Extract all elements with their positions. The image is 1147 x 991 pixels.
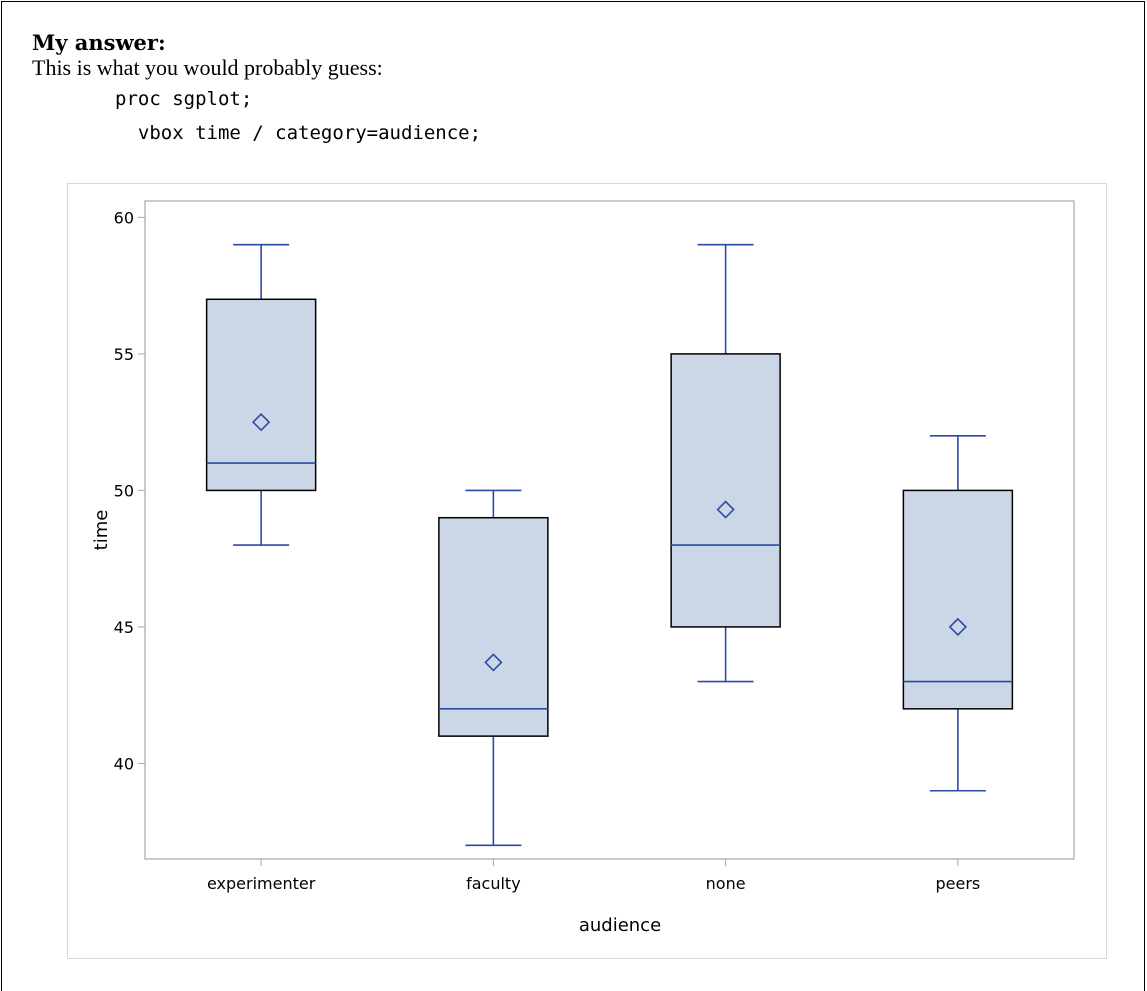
y-tick-label: 55	[114, 345, 134, 364]
iqr-box	[438, 516, 549, 737]
answer-heading: My answer:	[32, 30, 166, 55]
mean-marker	[484, 653, 503, 672]
box-faculty	[438, 489, 549, 847]
iqr-box	[670, 353, 781, 628]
box-none	[670, 243, 781, 683]
x-tick-label: none	[706, 874, 746, 893]
mean-marker	[948, 617, 968, 637]
boxes	[205, 243, 1014, 847]
x-tick-label: peers	[935, 874, 980, 893]
x-tick-label: faculty	[466, 874, 521, 893]
mean-marker	[251, 413, 271, 432]
y-tick-label: 60	[114, 208, 134, 227]
y-tick-label: 45	[114, 618, 134, 637]
y-tick-label: 40	[114, 754, 134, 773]
mean-marker	[716, 500, 735, 519]
box-experimenter	[205, 243, 317, 546]
y-tick-label: 50	[114, 481, 134, 500]
iqr-box	[902, 489, 1014, 710]
y-axis-label: time	[91, 510, 112, 551]
x-axis: experimenter faculty none peers	[207, 859, 980, 893]
intro-text: This is what you would probably guess:	[32, 55, 383, 80]
x-tick-label: experimenter	[207, 874, 316, 893]
x-axis-label: audience	[579, 915, 661, 936]
box-peers	[902, 435, 1014, 792]
code-line-1: proc sgplot;	[115, 88, 253, 110]
code-line-2: vbox time / category=audience;	[115, 122, 482, 144]
iqr-box	[205, 298, 317, 492]
y-axis: 40 45 50 55 60	[114, 208, 145, 773]
